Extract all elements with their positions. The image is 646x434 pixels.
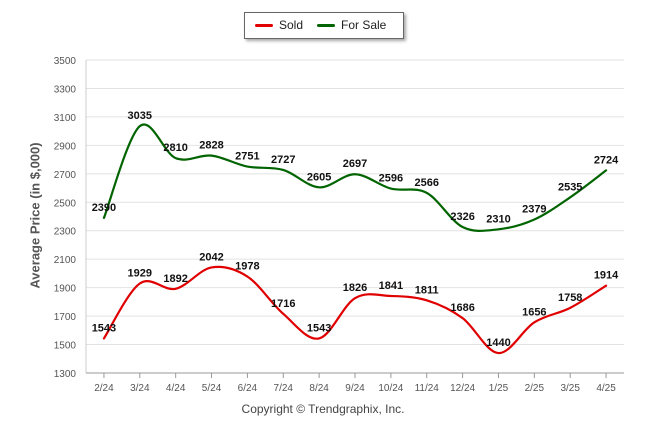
data-label-for-sale: 2390 — [92, 202, 116, 214]
y-tick-label: 3300 — [54, 84, 77, 95]
grid-lines — [86, 59, 624, 374]
y-tick-label: 1700 — [54, 312, 77, 323]
x-tick-label: 9/24 — [345, 383, 365, 394]
x-tick-label: 6/24 — [238, 383, 258, 394]
data-label-for-sale: 2810 — [163, 142, 187, 154]
data-label-for-sale: 3035 — [128, 110, 152, 122]
data-label-sold: 1841 — [379, 280, 403, 292]
x-tick-label: 10/24 — [378, 383, 403, 394]
data-label-sold: 1686 — [450, 302, 474, 314]
x-tick-label: 11/24 — [415, 383, 440, 394]
x-tick-labels: 2/24 3/24 4/24 5/24 6/24 7/24 8/24 9/24 10/24 11/… — [94, 383, 616, 394]
y-tick-label: 1500 — [54, 341, 77, 352]
y-tick-label: 3100 — [54, 113, 77, 124]
legend-swatch-sold — [255, 23, 273, 27]
x-tick-label: 12/24 — [450, 383, 475, 394]
x-tick-label: 4/25 — [596, 383, 616, 394]
y-tick-label: 2900 — [54, 141, 77, 152]
x-tick-label: 5/24 — [202, 383, 222, 394]
data-label-sold: 1543 — [92, 322, 116, 334]
data-label-sold: 1543 — [307, 322, 331, 334]
y-tick-label: 3500 — [54, 56, 77, 67]
y-tick-label: 2100 — [54, 255, 77, 266]
data-labels: 1543 1929 1892 2042 1978 1716 1543 1826 1841 1811… — [92, 110, 619, 349]
legend: Sold For Sale — [244, 12, 404, 39]
data-label-sold: 1892 — [163, 273, 187, 285]
legend-swatch-for-sale — [317, 23, 335, 27]
x-tick-label: 4/24 — [166, 383, 186, 394]
legend-item-for-sale[interactable]: For Sale — [317, 18, 386, 32]
y-tick-label: 2300 — [54, 227, 77, 238]
data-label-for-sale: 2310 — [486, 213, 510, 225]
x-tick-label: 3/25 — [560, 383, 580, 394]
data-label-sold: 1914 — [594, 270, 619, 282]
y-axis-label: Average Price (in $,000) — [27, 142, 43, 289]
x-tick-label: 1/25 — [489, 383, 509, 394]
data-label-for-sale: 2326 — [450, 211, 474, 223]
axes — [85, 60, 624, 378]
y-tick-label: 1300 — [54, 369, 77, 380]
data-label-sold: 2042 — [199, 251, 223, 263]
x-tick-label: 3/24 — [130, 383, 150, 394]
data-label-for-sale: 2727 — [271, 154, 295, 166]
series-line-sold — [102, 265, 608, 355]
data-label-sold: 1758 — [558, 292, 582, 304]
y-tick-labels: 1300 1500 1700 1900 2100 2300 2500 2700 2900 3100… — [54, 56, 77, 380]
legend-item-sold[interactable]: Sold — [255, 18, 303, 32]
x-tick-label: 8/24 — [309, 383, 329, 394]
legend-label-for-sale: For Sale — [341, 18, 387, 32]
data-label-for-sale: 2724 — [594, 154, 619, 166]
data-label-sold: 1716 — [271, 298, 295, 310]
data-label-sold: 1656 — [522, 306, 546, 318]
data-label-for-sale: 2596 — [379, 173, 403, 185]
x-tick-label: 2/24 — [94, 383, 114, 394]
data-label-sold: 1440 — [486, 337, 510, 349]
x-tick-label: 2/25 — [525, 383, 545, 394]
data-label-for-sale: 2535 — [558, 181, 582, 193]
data-label-sold: 1929 — [128, 268, 152, 280]
copyright-text: Copyright © Trendgraphix, Inc. — [241, 402, 405, 416]
data-label-for-sale: 2566 — [414, 177, 438, 189]
data-label-sold: 1826 — [343, 282, 367, 294]
series-line-for-sale — [102, 123, 608, 233]
y-tick-label: 2500 — [54, 198, 77, 209]
series-lines — [102, 123, 608, 355]
data-label-for-sale: 2751 — [235, 151, 259, 163]
data-label-sold: 1978 — [235, 261, 259, 273]
legend-label-sold: Sold — [279, 18, 304, 32]
data-label-sold: 1811 — [415, 284, 439, 296]
data-label-for-sale: 2605 — [307, 171, 331, 183]
data-label-for-sale: 2697 — [343, 158, 367, 170]
y-tick-label: 2700 — [54, 170, 77, 181]
data-label-for-sale: 2379 — [522, 203, 546, 215]
data-label-for-sale: 2828 — [199, 140, 223, 152]
x-tick-label: 7/24 — [274, 383, 294, 394]
y-tick-label: 1900 — [54, 284, 77, 295]
